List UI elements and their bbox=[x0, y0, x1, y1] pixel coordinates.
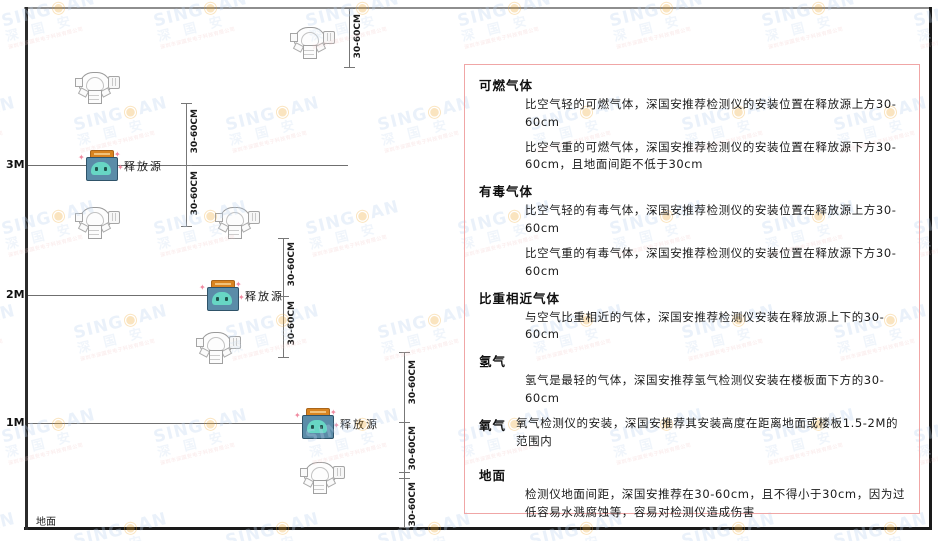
panel-section-title: 氢气 bbox=[479, 354, 507, 370]
frame-bottom-border bbox=[24, 527, 932, 530]
panel-section-paragraph: 氢气是最轻的气体，深国安推荐氢气检测仪安装在楼板面下方的30-60cm bbox=[525, 373, 885, 405]
frame-top-border bbox=[24, 7, 932, 9]
panel-section-paragraph: 比空气重的有毒气体，深国安推荐检测仪的安装位置在释放源下方30-60cm bbox=[525, 245, 897, 278]
panel-section-paragraph: 检测仪地面间距，深国安推荐在30-60cm，且不得小于30cm，因为过低容易水溅… bbox=[525, 487, 906, 520]
dimension-label: 30-60CM bbox=[287, 301, 297, 346]
gas-detector bbox=[300, 460, 345, 494]
gas-detector bbox=[75, 70, 120, 104]
panel-section-paragraph: 氧气检测仪的安装，深国安推荐其安装高度在距离地面或楼板1.5-2M的范围内 bbox=[516, 415, 899, 448]
panel-section: 氧气 氧气检测仪的安装，深国安推荐其安装高度在距离地面或楼板1.5-2M的范围内 bbox=[479, 415, 907, 451]
gridline-1m bbox=[28, 423, 318, 424]
dimension-label: 30-60CM bbox=[190, 109, 200, 154]
dimension-label: 30-60CM bbox=[353, 14, 363, 59]
release-source-label: 释放源 bbox=[340, 418, 379, 431]
gas-detector bbox=[290, 25, 335, 59]
axis-tick-2m: 2M bbox=[6, 288, 25, 301]
frame-right-border bbox=[929, 7, 932, 528]
installation-guidelines-panel: 可燃气体比空气轻的可燃气体，深国安推荐检测仪的安装位置在释放源上方30-60cm… bbox=[464, 64, 920, 519]
gas-release-source: ✦ ✦ ✦ bbox=[78, 150, 124, 181]
gas-release-source: ✦ ✦ ✦ bbox=[199, 280, 245, 311]
dimension-label: 30-60CM bbox=[190, 171, 200, 216]
dimension-label: 30-60CM bbox=[408, 482, 418, 527]
panel-spacer bbox=[479, 456, 907, 465]
gridline-2m bbox=[28, 295, 212, 296]
release-source-label: 释放源 bbox=[245, 290, 284, 303]
panel-section-paragraph: 比空气重的可燃气体，深国安推荐检测仪的安装位置在释放源下方30-60cm，且地面… bbox=[525, 139, 897, 172]
panel-section-paragraph: 比空气轻的有毒气体，深国安推荐检测仪的安装位置在释放源上方30-60cm bbox=[525, 203, 897, 236]
dimension-label: 30-60CM bbox=[287, 242, 297, 287]
panel-section-title: 比重相近气体 bbox=[479, 290, 561, 306]
panel-section-title: 有毒气体 bbox=[479, 184, 534, 200]
panel-section-paragraph: 比空气轻的可燃气体，深国安推荐检测仪的安装位置在释放源上方30-60cm bbox=[525, 97, 897, 129]
panel-section-paragraph: 与空气比重相近的气体，深国安推荐检测仪安装在释放源上下的30-60cm bbox=[525, 309, 885, 342]
gas-detector bbox=[196, 330, 241, 364]
gas-detector bbox=[75, 205, 120, 239]
ground-label: 地面 bbox=[36, 517, 56, 528]
axis-tick-3m: 3M bbox=[6, 158, 25, 171]
axis-tick-1m: 1M bbox=[6, 416, 25, 429]
release-source-label: 释放源 bbox=[124, 160, 163, 173]
panel-section-title: 氧气 bbox=[479, 417, 507, 433]
panel-section-title: 可燃气体 bbox=[479, 78, 534, 93]
dimension-label: 30-60CM bbox=[408, 360, 418, 405]
gas-detector bbox=[215, 205, 260, 239]
panel-section-title: 地面 bbox=[479, 468, 507, 484]
dimension-label: 30-60CM bbox=[408, 426, 418, 471]
vertical-axis bbox=[25, 7, 28, 530]
gas-release-source: ✦ ✦ ✦ bbox=[294, 408, 340, 439]
